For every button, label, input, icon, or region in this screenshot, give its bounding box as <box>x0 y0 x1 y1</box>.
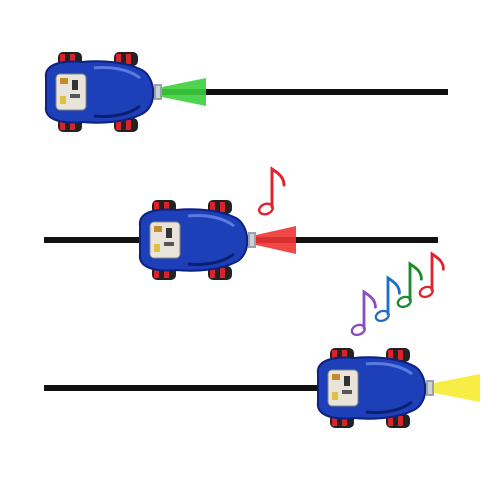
yellow-headlight-icon <box>434 374 480 402</box>
music-note-icon <box>256 167 286 218</box>
music-note-icon <box>373 276 401 325</box>
robot-car <box>138 198 258 282</box>
robot-car <box>44 50 164 134</box>
music-note-icon <box>395 262 423 311</box>
green-headlight-icon <box>162 78 206 106</box>
scene-2 <box>44 167 438 282</box>
robot-car <box>316 346 436 430</box>
scene-1 <box>44 50 448 134</box>
scene-3 <box>44 252 480 430</box>
red-headlight-icon <box>256 226 296 254</box>
music-note-icon <box>349 290 377 339</box>
